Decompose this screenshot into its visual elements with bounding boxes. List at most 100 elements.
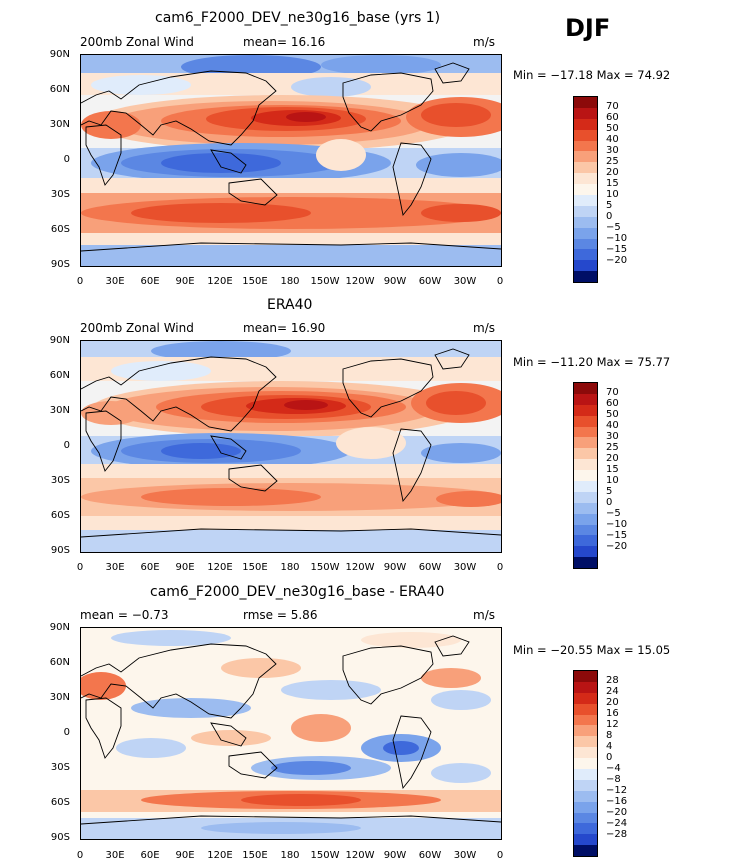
colorbar-swatch xyxy=(574,681,597,693)
p1-lon-tick: 90W xyxy=(383,276,407,287)
colorbar-swatch xyxy=(574,129,597,141)
colorbar-label: −15 xyxy=(606,244,628,255)
colorbar-label: 12 xyxy=(606,719,619,730)
colorbar-swatch xyxy=(574,271,597,283)
p2-lat-tick: 30S xyxy=(50,475,70,486)
p3-lat-tick: 90S xyxy=(50,832,70,843)
colorbar-label: 5 xyxy=(606,200,613,211)
colorbar-swatch xyxy=(574,195,597,206)
colorbar-label: 10 xyxy=(606,189,619,200)
p2-lat-tick: 60N xyxy=(49,370,70,381)
colorbar-label: −12 xyxy=(606,785,628,796)
colorbar-swatch xyxy=(574,502,597,514)
panel-2-minmax: Min = −11.20 Max = 75.77 xyxy=(513,355,671,369)
colorbar-swatch xyxy=(574,546,597,558)
colorbar-swatch xyxy=(574,393,597,405)
colorbar-swatch xyxy=(574,714,597,726)
p2-lon-tick: 30E xyxy=(105,562,125,573)
colorbar-label: 25 xyxy=(606,442,619,453)
colorbar-label: 4 xyxy=(606,741,613,752)
colorbar-swatch xyxy=(574,448,597,460)
colorbar-label: −24 xyxy=(606,818,628,829)
panel-3-rmse: rmse = 5.86 xyxy=(243,608,318,622)
colorbar-label: 60 xyxy=(606,112,619,123)
p3-lon-tick: 30W xyxy=(453,850,477,861)
p2-lon-tick: 90W xyxy=(383,562,407,573)
colorbar-swatch xyxy=(574,557,597,569)
panel-1-mean: mean= 16.16 xyxy=(243,35,326,49)
p3-lat-tick: 90N xyxy=(49,622,70,633)
colorbar-label: 10 xyxy=(606,475,619,486)
colorbar-swatch xyxy=(574,470,597,482)
colorbar-swatch xyxy=(574,812,597,824)
p1-lon-tick: 60E xyxy=(140,276,160,287)
colorbar-swatch xyxy=(574,491,597,503)
colorbar-label: 24 xyxy=(606,686,619,697)
panel-1-colorbar xyxy=(573,96,598,284)
colorbar-swatch xyxy=(574,184,597,196)
colorbar-label: −28 xyxy=(606,829,628,840)
panel-1-map xyxy=(80,54,502,267)
colorbar-swatch xyxy=(574,725,597,737)
colorbar-swatch xyxy=(574,437,597,449)
colorbar-swatch xyxy=(574,524,597,536)
p1-lat-tick: 60N xyxy=(49,84,70,95)
panel-3-colorbar xyxy=(573,670,598,858)
colorbar-swatch xyxy=(574,404,597,416)
colorbar-label: 25 xyxy=(606,156,619,167)
p2-lon-tick: 120W xyxy=(345,562,375,573)
p3-lon-tick: 150E xyxy=(242,850,268,861)
p1-lon-tick: 0 xyxy=(76,276,84,287)
colorbar-label: −5 xyxy=(606,222,621,233)
p2-lon-tick: 60E xyxy=(140,562,160,573)
p2-lat-tick: 0 xyxy=(63,440,70,451)
colorbar-swatch xyxy=(574,238,597,250)
p1-lon-tick: 30W xyxy=(453,276,477,287)
p1-lat-tick: 0 xyxy=(63,154,70,165)
colorbar-label: −10 xyxy=(606,519,628,530)
colorbar-swatch xyxy=(574,845,597,857)
colorbar-label: −20 xyxy=(606,541,628,552)
p1-lon-tick: 120E xyxy=(207,276,233,287)
colorbar-swatch xyxy=(574,834,597,846)
panel-3-minmax: Min = −20.55 Max = 15.05 xyxy=(513,643,671,657)
colorbar-label: 5 xyxy=(606,486,613,497)
colorbar-label: −15 xyxy=(606,530,628,541)
colorbar-swatch xyxy=(574,692,597,704)
p1-lat-tick: 90S xyxy=(50,259,70,270)
colorbar-swatch xyxy=(574,823,597,835)
p2-lon-tick: 30W xyxy=(453,562,477,573)
colorbar-label: 70 xyxy=(606,387,619,398)
colorbar-label: 20 xyxy=(606,453,619,464)
p2-lat-tick: 90N xyxy=(49,335,70,346)
p2-lon-tick: 0 xyxy=(496,562,504,573)
panel-1-variable: 200mb Zonal Wind xyxy=(80,35,194,49)
colorbar-swatch xyxy=(574,779,597,791)
colorbar-swatch xyxy=(574,671,597,682)
colorbar-swatch xyxy=(574,481,597,492)
colorbar-label: 20 xyxy=(606,697,619,708)
colorbar-swatch xyxy=(574,535,597,547)
colorbar-swatch xyxy=(574,173,597,185)
p1-lat-tick: 90N xyxy=(49,49,70,60)
colorbar-swatch xyxy=(574,459,597,471)
panel-2-map xyxy=(80,340,502,553)
season-label: DJF xyxy=(565,14,611,42)
colorbar-label: 70 xyxy=(606,101,619,112)
p2-lon-tick: 90E xyxy=(175,562,195,573)
colorbar-label: −20 xyxy=(606,807,628,818)
p1-lon-tick: 30E xyxy=(105,276,125,287)
colorbar-swatch xyxy=(574,736,597,748)
panel-3-map xyxy=(80,627,502,840)
p1-lat-tick: 30N xyxy=(49,119,70,130)
colorbar-label: −16 xyxy=(606,796,628,807)
colorbar-swatch xyxy=(574,97,597,108)
colorbar-label: 60 xyxy=(606,398,619,409)
p3-lon-tick: 60E xyxy=(140,850,160,861)
colorbar-swatch xyxy=(574,140,597,152)
panel-1-title: cam6_F2000_DEV_ne30g16_base (yrs 1) xyxy=(155,10,441,26)
colorbar-label: 0 xyxy=(606,211,613,222)
colorbar-label: −10 xyxy=(606,233,628,244)
colorbar-label: 40 xyxy=(606,134,619,145)
p2-lon-tick: 0 xyxy=(76,562,84,573)
